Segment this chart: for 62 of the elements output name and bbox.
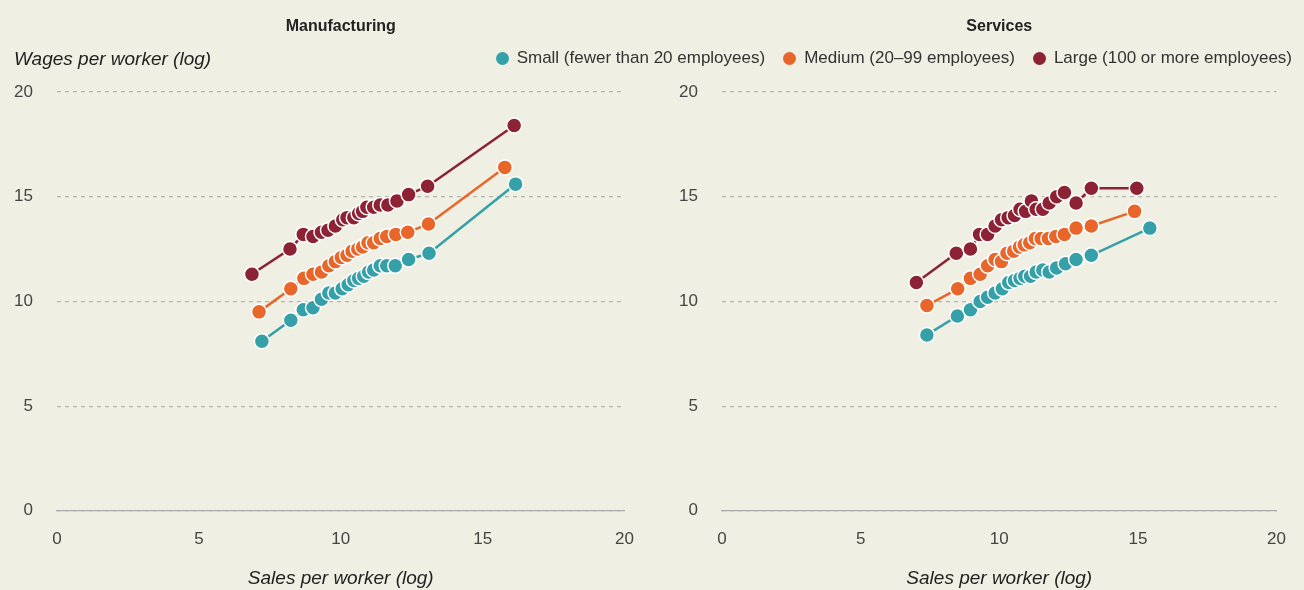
y-tick-label: 15 <box>14 186 33 206</box>
y-tick-label: 20 <box>14 81 33 101</box>
x-tick-label: 15 <box>473 528 493 548</box>
point <box>282 280 300 298</box>
x-tick-label: 10 <box>989 528 1009 548</box>
x-tick-label: 0 <box>52 528 62 548</box>
point <box>420 215 437 233</box>
point <box>399 224 416 241</box>
point <box>948 244 965 262</box>
chart-title: Manufacturing <box>285 17 396 35</box>
y-tick-label: 0 <box>688 500 698 520</box>
y-tick-label: 10 <box>14 291 33 311</box>
x-axis-title: Sales per worker (log) <box>906 566 1093 588</box>
point <box>949 307 966 325</box>
point <box>505 117 523 134</box>
legend-label: Small (fewer than 20 employees) <box>516 48 766 68</box>
y-tick-label: 5 <box>23 395 33 415</box>
point <box>420 244 438 262</box>
point <box>962 240 979 258</box>
point <box>1067 219 1085 237</box>
point <box>1056 184 1073 201</box>
point <box>400 251 417 268</box>
x-tick-label: 5 <box>194 528 204 548</box>
x-tick-label: 15 <box>1128 528 1148 548</box>
y-tick-label: 15 <box>679 186 698 206</box>
point <box>1128 180 1146 197</box>
point <box>1126 203 1143 220</box>
point <box>908 274 925 291</box>
point <box>507 175 524 193</box>
point <box>949 280 966 298</box>
point <box>419 177 436 195</box>
y-axis-title: Wages per worker (log) <box>14 48 212 70</box>
point <box>400 186 417 203</box>
y-tick-label: 10 <box>679 291 698 311</box>
point <box>1083 180 1100 197</box>
point <box>918 326 936 344</box>
x-tick-label: 20 <box>615 528 635 548</box>
point <box>918 297 936 314</box>
y-tick-label: 0 <box>23 500 33 520</box>
point <box>253 332 271 350</box>
x-tick-label: 5 <box>855 528 866 548</box>
point <box>1083 247 1100 264</box>
point <box>281 240 299 258</box>
point <box>1083 217 1100 235</box>
point <box>1141 219 1159 237</box>
x-axis-title: Sales per worker (log) <box>247 566 434 588</box>
chart-title: Services <box>966 17 1033 35</box>
x-tick-label: 20 <box>1267 528 1287 548</box>
point <box>282 312 300 329</box>
point <box>1067 251 1085 268</box>
point <box>250 303 268 321</box>
y-tick-label: 20 <box>679 81 698 101</box>
point <box>388 192 406 210</box>
legend-label: Medium (20–99 employees) <box>804 48 1015 68</box>
point <box>243 265 261 283</box>
x-tick-label: 10 <box>331 528 351 548</box>
point <box>387 257 404 275</box>
point <box>1067 194 1085 212</box>
point <box>496 159 514 176</box>
x-tick-label: 0 <box>717 528 727 548</box>
legend-label: Large (100 or more employees) <box>1053 48 1292 68</box>
y-tick-label: 5 <box>688 395 698 415</box>
